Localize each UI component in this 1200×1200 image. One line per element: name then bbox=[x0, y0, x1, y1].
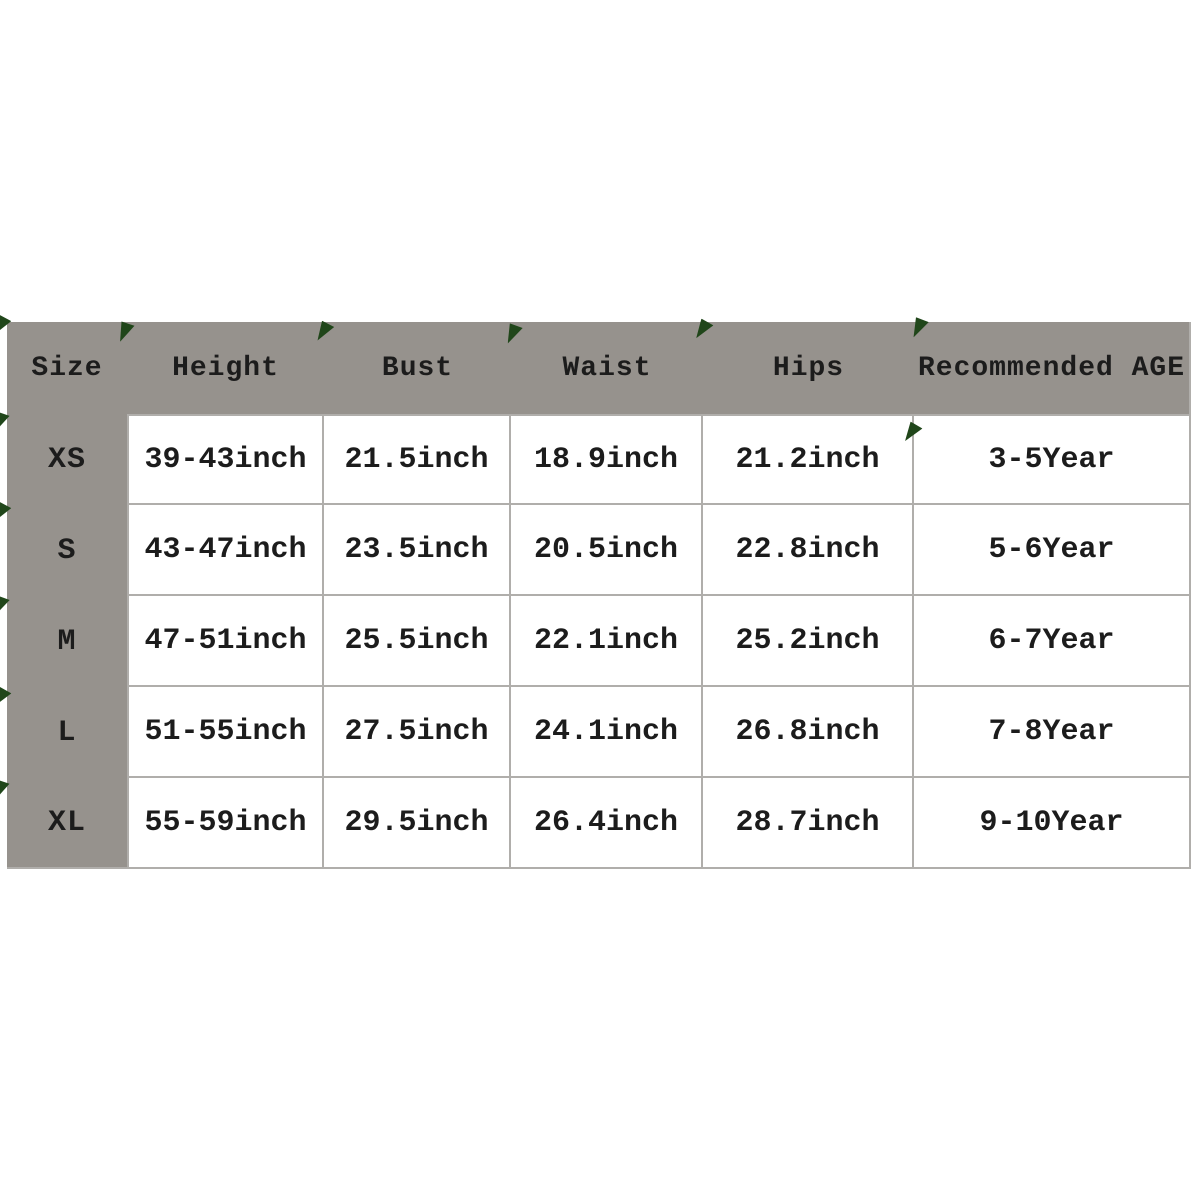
cell-m-hips: 25.2inch bbox=[703, 596, 914, 687]
size-chart-table: Size Height Bust Waist Hips Recommended … bbox=[7, 322, 1191, 869]
cell-l-height: 51-55inch bbox=[127, 687, 324, 778]
cell-xl-age: 9-10Year bbox=[914, 778, 1191, 869]
cell-xs-bust: 21.5inch bbox=[324, 414, 511, 505]
cell-m-age: 6-7Year bbox=[914, 596, 1191, 687]
cell-xl-hips: 28.7inch bbox=[703, 778, 914, 869]
cell-xl-height: 55-59inch bbox=[127, 778, 324, 869]
cell-xl-size: XL bbox=[7, 778, 127, 869]
cell-xl-bust: 29.5inch bbox=[324, 778, 511, 869]
cell-s-age: 5-6Year bbox=[914, 505, 1191, 596]
cell-m-bust: 25.5inch bbox=[324, 596, 511, 687]
cell-xs-waist: 18.9inch bbox=[511, 414, 703, 505]
cell-l-waist: 24.1inch bbox=[511, 687, 703, 778]
cell-xs-height: 39-43inch bbox=[127, 414, 324, 505]
cell-xs-hips: 21.2inch bbox=[703, 414, 914, 505]
cell-l-bust: 27.5inch bbox=[324, 687, 511, 778]
header-cell-hips: Hips bbox=[703, 322, 914, 414]
cell-s-hips: 22.8inch bbox=[703, 505, 914, 596]
cell-xs-age: 3-5Year bbox=[914, 414, 1191, 505]
cell-m-size: M bbox=[7, 596, 127, 687]
cell-s-size: S bbox=[7, 505, 127, 596]
cell-m-waist: 22.1inch bbox=[511, 596, 703, 687]
cell-l-size: L bbox=[7, 687, 127, 778]
header-cell-height: Height bbox=[127, 322, 324, 414]
cell-m-height: 47-51inch bbox=[127, 596, 324, 687]
cell-l-hips: 26.8inch bbox=[703, 687, 914, 778]
cell-l-age: 7-8Year bbox=[914, 687, 1191, 778]
header-cell-recommended-age: Recommended AGE bbox=[914, 322, 1191, 414]
cell-xs-size: XS bbox=[7, 414, 127, 505]
header-cell-waist: Waist bbox=[511, 322, 703, 414]
cell-s-height: 43-47inch bbox=[127, 505, 324, 596]
cell-xl-waist: 26.4inch bbox=[511, 778, 703, 869]
cell-s-waist: 20.5inch bbox=[511, 505, 703, 596]
header-cell-size: Size bbox=[7, 322, 127, 414]
header-cell-bust: Bust bbox=[324, 322, 511, 414]
cell-s-bust: 23.5inch bbox=[324, 505, 511, 596]
